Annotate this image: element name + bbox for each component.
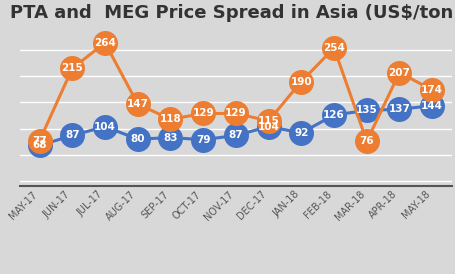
MEG minus 0.6 Ethy (200, 112, 206, 115)
PTA minus 0.67 Px (37, 144, 42, 147)
MEG minus 0.6 Ethy (69, 67, 75, 70)
Text: 87: 87 (228, 130, 243, 141)
Text: 190: 190 (290, 76, 311, 87)
MEG minus 0.6 Ethy (396, 71, 401, 74)
Text: 207: 207 (388, 68, 410, 78)
PTA minus 0.67 Px (69, 134, 75, 137)
PTA minus 0.67 Px (298, 131, 303, 135)
Text: 126: 126 (323, 110, 344, 120)
MEG minus 0.6 Ethy (331, 46, 336, 50)
MEG minus 0.6 Ethy (363, 140, 369, 143)
Text: 115: 115 (257, 116, 279, 126)
Text: 215: 215 (61, 63, 83, 73)
Text: 147: 147 (126, 99, 148, 109)
PTA minus 0.67 Px (135, 138, 140, 141)
Text: 92: 92 (293, 128, 308, 138)
Text: 174: 174 (420, 85, 442, 95)
Text: 68: 68 (32, 141, 47, 150)
Title: PTA and  MEG Price Spread in Asia (US$/ton): PTA and MEG Price Spread in Asia (US$/to… (10, 4, 455, 22)
Text: 76: 76 (359, 136, 373, 146)
Text: 79: 79 (196, 135, 210, 145)
PTA minus 0.67 Px (167, 136, 173, 139)
Text: 77: 77 (32, 136, 47, 146)
Text: 264: 264 (94, 38, 116, 48)
MEG minus 0.6 Ethy (429, 88, 434, 92)
Text: 87: 87 (65, 130, 80, 141)
Text: 129: 129 (225, 109, 246, 118)
MEG minus 0.6 Ethy (233, 112, 238, 115)
Text: 144: 144 (420, 101, 442, 111)
Text: 129: 129 (192, 109, 213, 118)
Text: 254: 254 (323, 43, 344, 53)
MEG minus 0.6 Ethy (135, 102, 140, 106)
Text: 80: 80 (130, 134, 145, 144)
Line: MEG minus 0.6 Ethy: MEG minus 0.6 Ethy (27, 30, 444, 154)
PTA minus 0.67 Px (363, 109, 369, 112)
Text: 137: 137 (388, 104, 410, 114)
MEG minus 0.6 Ethy (265, 119, 271, 122)
Text: 104: 104 (257, 122, 279, 132)
PTA minus 0.67 Px (331, 113, 336, 117)
MEG minus 0.6 Ethy (298, 80, 303, 83)
Text: 118: 118 (159, 114, 181, 124)
PTA minus 0.67 Px (396, 108, 401, 111)
PTA minus 0.67 Px (265, 125, 271, 128)
PTA minus 0.67 Px (200, 138, 206, 141)
PTA minus 0.67 Px (429, 104, 434, 107)
MEG minus 0.6 Ethy (102, 41, 107, 44)
PTA minus 0.67 Px (102, 125, 107, 128)
Line: PTA minus 0.67 Px: PTA minus 0.67 Px (27, 93, 444, 158)
Text: 135: 135 (355, 105, 377, 115)
PTA minus 0.67 Px (233, 134, 238, 137)
Text: 104: 104 (94, 122, 116, 132)
MEG minus 0.6 Ethy (167, 118, 173, 121)
MEG minus 0.6 Ethy (37, 139, 42, 142)
Text: 83: 83 (163, 133, 177, 142)
